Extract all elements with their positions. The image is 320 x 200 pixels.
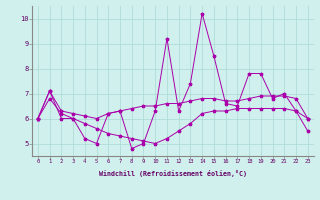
X-axis label: Windchill (Refroidissement éolien,°C): Windchill (Refroidissement éolien,°C): [99, 170, 247, 177]
